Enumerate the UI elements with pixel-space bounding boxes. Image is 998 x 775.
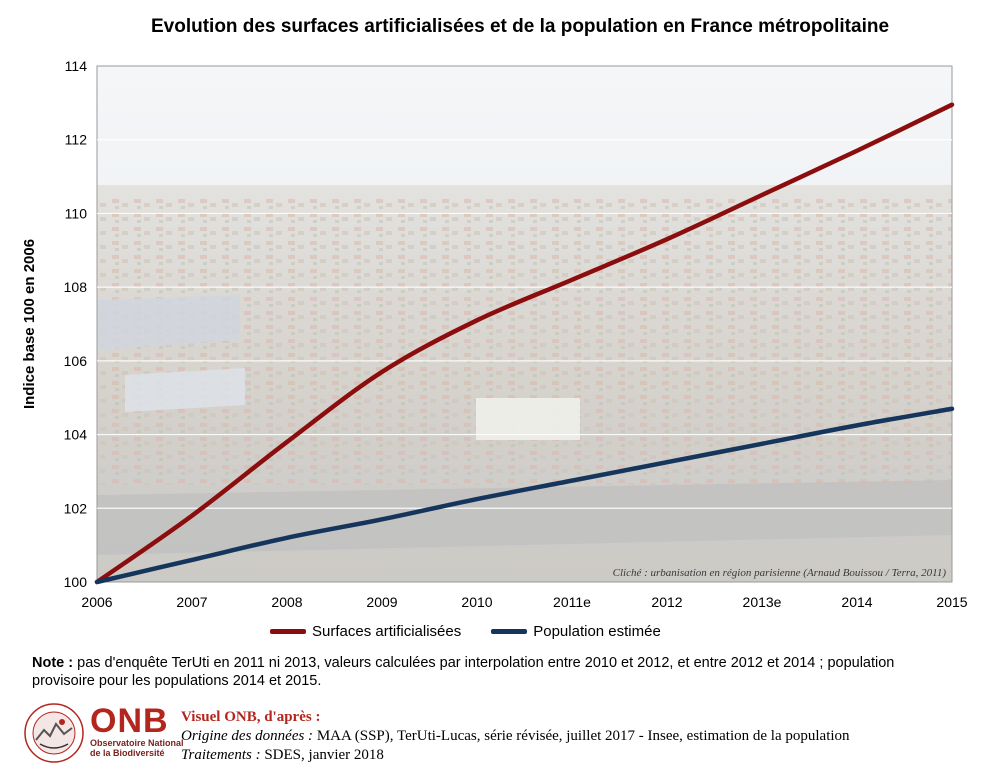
series-lines bbox=[94, 102, 955, 585]
x-tick-label: 2015 bbox=[936, 594, 967, 610]
background-photo bbox=[97, 66, 952, 582]
source-origin: Origine des données : MAA (SSP), TerUti-… bbox=[181, 727, 850, 746]
x-tick-label: 2014 bbox=[841, 594, 872, 610]
source-block: Visuel ONB, d'après : Origine des donnée… bbox=[181, 708, 850, 765]
x-tick-label: 2010 bbox=[461, 594, 492, 610]
y-tick-label: 100 bbox=[64, 574, 88, 590]
y-tick-label: 102 bbox=[64, 500, 88, 516]
legend-label-surfaces: Surfaces artificialisées bbox=[312, 623, 462, 640]
source-treat-label: Traitements : bbox=[181, 747, 261, 763]
y-tick-label: 108 bbox=[64, 279, 88, 295]
source-treat-text: SDES, janvier 2018 bbox=[264, 747, 384, 763]
x-tick-label: 2008 bbox=[271, 594, 302, 610]
note-text: pas d'enquête TerUti en 2011 ni 2013, va… bbox=[32, 655, 895, 689]
onb-letters: ONB bbox=[90, 702, 169, 740]
y-axis-title: Indice base 100 en 2006 bbox=[21, 239, 38, 409]
grid-lines bbox=[97, 139, 952, 509]
legend: Surfaces artificialisées Population esti… bbox=[270, 623, 683, 640]
legend-swatch-population bbox=[491, 629, 528, 634]
source-treat: Traitements : SDES, janvier 2018 bbox=[181, 746, 850, 765]
onb-line1: Observatoire National bbox=[90, 738, 184, 748]
plot-area bbox=[96, 65, 953, 583]
legend-swatch-surfaces bbox=[270, 629, 306, 634]
source-origin-text: MAA (SSP), TerUti-Lucas, série révisée, … bbox=[316, 728, 850, 744]
onb-line2: de la Biodiversité bbox=[90, 748, 165, 758]
legend-item-population: Population estimée bbox=[491, 623, 661, 640]
onb-logo-emblem bbox=[24, 703, 84, 763]
y-tick-label: 112 bbox=[65, 132, 88, 148]
y-tick-label: 114 bbox=[65, 58, 88, 74]
x-axis: 2006 2007 2008 2009 2010 2011e 2012 2013e 2014 20… bbox=[81, 594, 967, 610]
x-tick-label: 2012 bbox=[651, 594, 682, 610]
note: Note : pas d'enquête TerUti en 2011 ni 2… bbox=[32, 654, 932, 690]
y-tick-label: 104 bbox=[64, 427, 88, 443]
y-axis: 100 102 104 106 108 110 112 114 bbox=[64, 58, 88, 590]
y-tick-label: 110 bbox=[65, 205, 88, 221]
legend-label-population: Population estimée bbox=[533, 623, 661, 640]
x-tick-label: 2007 bbox=[176, 594, 207, 610]
y-tick-label: 106 bbox=[64, 353, 88, 369]
chart-title: Evolution des surfaces artificialisées e… bbox=[150, 16, 890, 37]
series-line-population bbox=[94, 406, 955, 585]
source-origin-label: Origine des données : bbox=[181, 728, 314, 744]
note-label: Note : bbox=[32, 655, 74, 671]
onb-brand: ONB Observatoire National de la Biodiver… bbox=[90, 704, 184, 758]
x-tick-label: 2011e bbox=[553, 594, 591, 610]
series-line-surfaces bbox=[94, 102, 955, 585]
source-head: Visuel ONB, d'après : bbox=[181, 709, 321, 725]
legend-item-surfaces: Surfaces artificialisées bbox=[270, 623, 461, 640]
photo-credit: Cliché : urbanisation en région parisien… bbox=[613, 567, 947, 579]
x-tick-label: 2009 bbox=[366, 594, 397, 610]
x-tick-label: 2006 bbox=[81, 594, 112, 610]
x-tick-label: 2013e bbox=[743, 594, 782, 610]
